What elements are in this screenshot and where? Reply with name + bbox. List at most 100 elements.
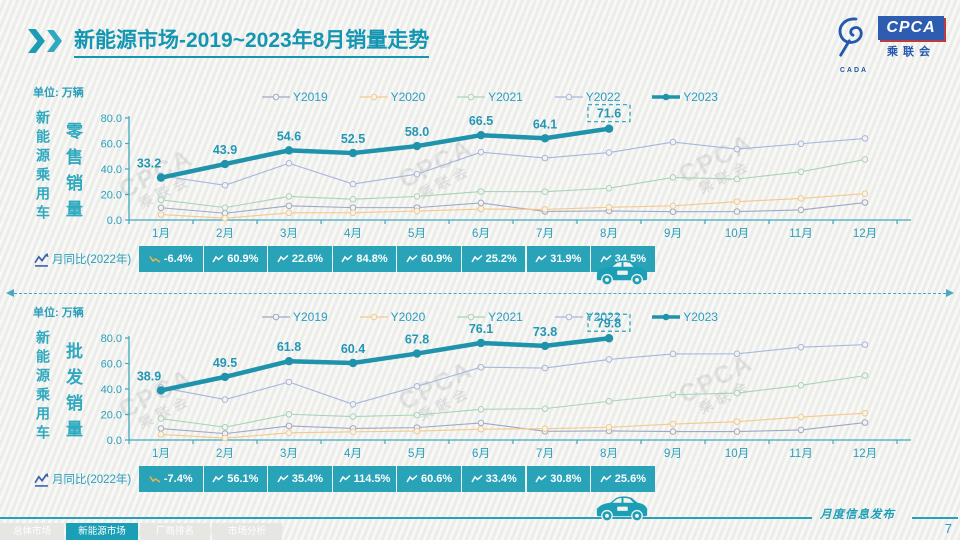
cpca-acronym: CPCA [878, 16, 944, 40]
data-point [285, 422, 293, 430]
y-axis-tick: 60.0 [101, 139, 122, 151]
data-point [669, 391, 677, 399]
footer-divider [912, 517, 958, 519]
data-point [349, 195, 357, 203]
data-point [220, 372, 230, 382]
data-point [605, 356, 613, 363]
yoy-cells: -7.4% 56.1% 35.4% 114.5% 60.6% 33.4% 30.8% 25.6… [139, 466, 656, 492]
yoy-value: 114.5% [353, 473, 391, 485]
month-label: 7月 [536, 448, 554, 460]
yoy-cell: 25.2% [461, 246, 526, 272]
data-point [540, 134, 550, 143]
data-point [861, 199, 869, 206]
data-point [669, 208, 677, 216]
series-line-y2023 [158, 126, 612, 180]
yoy-row: 月同比(2022年) -7.4% 56.1% 35.4% 114.5% 60.6% 33.… [34, 466, 664, 492]
data-point [157, 211, 165, 218]
wholesale-line-chart: 0.0 20.0 40.0 60.0 80.0 1月 2月 3月 4月 5月 6月 7月 8月 9月 10月… [101, 313, 911, 460]
highlight-box [587, 104, 631, 123]
y-axis-tick: 80.0 [101, 113, 122, 125]
data-point [669, 138, 677, 146]
data-point [285, 410, 293, 418]
cpca-swirl-icon: CADA [835, 16, 873, 74]
page-number: 7 [944, 521, 952, 536]
yoy-cell: 25.6% [591, 466, 655, 492]
data-label: 52.5 [341, 132, 365, 146]
yoy-cell: 60.9% [203, 246, 268, 272]
trend-up-icon [470, 254, 483, 263]
footer-tab-3[interactable]: 厂商排名 [140, 523, 210, 540]
data-point [477, 425, 485, 433]
yoy-cell: 60.9% [397, 246, 461, 272]
month-label: 8月 [600, 228, 618, 240]
data-point [349, 428, 357, 436]
retail-chart-section: 单位: 万辆 新能源乘用车 零售销量 Y2019 Y2020 Y2021 Y2022 Y… [0, 84, 960, 299]
legend-item-y2019: Y2019 [262, 90, 328, 104]
data-point [733, 418, 741, 425]
y-axis-tick: 60.0 [101, 359, 122, 371]
trend-down-icon [149, 476, 161, 483]
footer-tab-4[interactable]: 市场分析 [212, 523, 282, 540]
yoy-cell: 22.6% [268, 246, 332, 272]
yoy-cell: 31.9% [526, 246, 591, 272]
data-point [477, 205, 485, 213]
month-label: 7月 [536, 228, 554, 240]
data-point [285, 193, 293, 200]
legend-label: Y2021 [488, 90, 523, 104]
data-label: 58.0 [405, 125, 429, 139]
data-point [349, 401, 357, 408]
footer-tab-2[interactable]: 新能源市场 [66, 523, 138, 540]
month-label: 3月 [280, 448, 298, 460]
data-point [157, 425, 165, 432]
data-point [349, 209, 357, 217]
car-icon [592, 494, 652, 529]
vehicle-group-label: 新能源乘用车 [35, 330, 51, 444]
yoy-cell: 35.4% [268, 466, 332, 492]
series-line-y2019 [160, 201, 866, 214]
data-point [413, 170, 421, 178]
data-point [285, 429, 293, 437]
legend-label: Y2019 [293, 90, 328, 104]
data-point [797, 206, 805, 214]
data-point [604, 334, 614, 343]
data-point [221, 423, 229, 431]
month-label: 6月 [472, 448, 490, 460]
data-point [541, 206, 549, 213]
month-label: 5月 [408, 228, 426, 240]
double-chevron-icon [28, 29, 45, 53]
trend-up-icon [341, 254, 353, 263]
trend-up-icon [277, 254, 289, 263]
cada-label: CADA [839, 67, 869, 74]
yoy-cell: -6.4% [139, 246, 203, 272]
retail-line-chart: 0.0 20.0 40.0 60.0 80.0 1月 2月 3月 4月 5月 6月 7月 8月 9月 10月… [101, 104, 911, 240]
data-point [605, 184, 613, 192]
data-point [221, 396, 229, 403]
yoy-value: 60.9% [227, 253, 259, 265]
dashed-separator [6, 289, 954, 297]
legend-item-y2020: Y2020 [359, 310, 425, 324]
data-point [285, 209, 293, 217]
y-axis-tick: 20.0 [101, 410, 122, 422]
y-axis-tick: 20.0 [101, 190, 122, 202]
data-label: 67.8 [405, 333, 429, 347]
data-point [348, 358, 358, 368]
month-label: 12月 [853, 448, 877, 460]
trend-up-icon [600, 474, 612, 483]
data-point [733, 175, 741, 183]
data-point [541, 425, 549, 432]
data-point [861, 409, 869, 417]
double-chevron-icon [47, 30, 62, 52]
data-point [412, 141, 422, 151]
trend-up-icon [339, 474, 351, 483]
data-point [861, 190, 869, 198]
data-point [157, 415, 165, 422]
footer-divider [0, 517, 812, 519]
data-point [797, 382, 805, 389]
footer-tab-1[interactable]: 总体市场 [0, 523, 64, 540]
legend-item-y2022: Y2022 [554, 90, 620, 104]
car-icon [592, 258, 652, 293]
data-point [285, 378, 293, 386]
wholesale-chart-section: 单位: 万辆 新能源乘用车 批发销量 Y2019 Y2020 Y2021 Y2022 Y… [0, 304, 960, 519]
data-point [349, 413, 357, 420]
data-point [412, 349, 422, 358]
